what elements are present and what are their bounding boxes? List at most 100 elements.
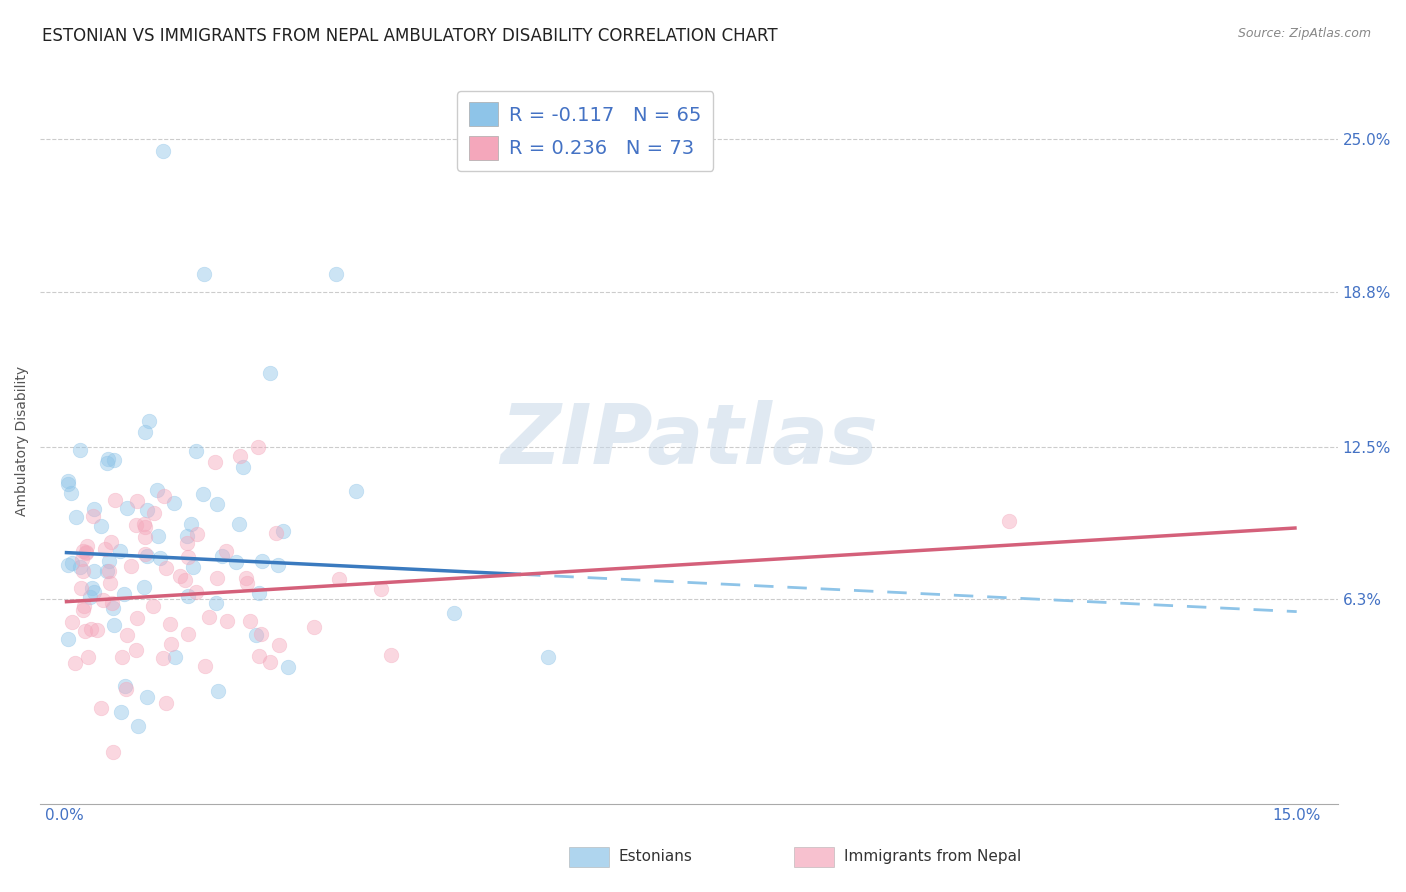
- Point: [152, 145, 174, 159]
- Point: [115, 681, 138, 696]
- Point: [159, 617, 181, 632]
- Point: [225, 555, 247, 569]
- Point: [134, 516, 156, 531]
- Point: [998, 514, 1021, 528]
- Point: [98, 554, 121, 568]
- Point: [125, 611, 148, 625]
- Point: [146, 483, 169, 498]
- Point: [370, 582, 392, 597]
- Point: [75, 546, 97, 560]
- Text: Immigrants from Nepal: Immigrants from Nepal: [844, 849, 1021, 863]
- Point: [114, 679, 136, 693]
- Point: [198, 610, 221, 624]
- Point: [228, 516, 250, 531]
- Point: [155, 561, 177, 575]
- Point: [176, 528, 198, 542]
- Point: [90, 519, 112, 533]
- Point: [176, 535, 198, 549]
- Point: [186, 584, 208, 599]
- Text: ZIPatlas: ZIPatlas: [501, 400, 877, 481]
- Point: [120, 558, 142, 573]
- Point: [101, 745, 124, 759]
- Point: [65, 509, 87, 524]
- Point: [60, 615, 83, 629]
- Point: [250, 627, 273, 641]
- Point: [63, 656, 86, 670]
- Text: Estonians: Estonians: [619, 849, 693, 863]
- Text: ESTONIAN VS IMMIGRANTS FROM NEPAL AMBULATORY DISABILITY CORRELATION CHART: ESTONIAN VS IMMIGRANTS FROM NEPAL AMBULA…: [42, 27, 778, 45]
- Point: [96, 452, 118, 467]
- Point: [194, 659, 217, 673]
- Point: [136, 503, 159, 517]
- Point: [325, 268, 347, 282]
- Point: [72, 544, 94, 558]
- Point: [73, 624, 96, 638]
- Point: [80, 582, 103, 596]
- Point: [103, 453, 125, 467]
- Legend: R = -0.117   N = 65, R = 0.236   N = 73: R = -0.117 N = 65, R = 0.236 N = 73: [457, 91, 713, 171]
- Point: [344, 483, 367, 498]
- Point: [142, 599, 165, 613]
- Point: [250, 553, 273, 567]
- Point: [537, 650, 560, 665]
- Point: [443, 606, 465, 620]
- Point: [103, 618, 125, 632]
- Point: [247, 648, 270, 663]
- Point: [177, 550, 200, 565]
- Point: [70, 581, 93, 595]
- Y-axis label: Ambulatory Disability: Ambulatory Disability: [15, 366, 30, 516]
- Point: [83, 585, 105, 599]
- Point: [56, 558, 79, 572]
- Point: [73, 599, 96, 613]
- Point: [180, 516, 202, 531]
- Point: [72, 552, 94, 566]
- Point: [232, 459, 254, 474]
- Point: [205, 497, 228, 511]
- Point: [181, 559, 204, 574]
- Point: [328, 572, 350, 586]
- Point: [127, 719, 149, 733]
- Point: [112, 587, 135, 601]
- Point: [235, 571, 257, 585]
- Point: [76, 539, 98, 553]
- Point: [264, 526, 287, 541]
- Point: [134, 520, 156, 534]
- Point: [91, 592, 114, 607]
- Point: [207, 683, 229, 698]
- Point: [90, 701, 112, 715]
- Point: [228, 450, 250, 464]
- Point: [163, 496, 186, 510]
- Point: [86, 623, 108, 637]
- Point: [211, 549, 233, 563]
- Point: [104, 493, 127, 508]
- Point: [239, 614, 262, 628]
- Point: [152, 651, 174, 665]
- Point: [101, 596, 124, 610]
- Point: [302, 620, 325, 634]
- Point: [134, 530, 156, 544]
- Point: [108, 543, 131, 558]
- Point: [56, 476, 79, 491]
- Point: [125, 493, 148, 508]
- Point: [110, 705, 132, 719]
- Point: [94, 542, 117, 557]
- Point: [149, 551, 172, 566]
- Point: [215, 615, 238, 629]
- Point: [153, 489, 176, 503]
- Point: [77, 650, 100, 665]
- Point: [96, 564, 118, 578]
- Point: [82, 509, 104, 524]
- Point: [173, 573, 195, 587]
- Point: [134, 547, 156, 561]
- Point: [60, 556, 83, 570]
- Point: [215, 544, 238, 558]
- Point: [266, 558, 288, 572]
- Point: [259, 366, 281, 380]
- Point: [277, 659, 299, 673]
- Point: [115, 628, 138, 642]
- Point: [155, 696, 177, 710]
- Point: [184, 444, 207, 458]
- Point: [235, 576, 257, 591]
- Point: [193, 268, 215, 282]
- Point: [205, 596, 228, 610]
